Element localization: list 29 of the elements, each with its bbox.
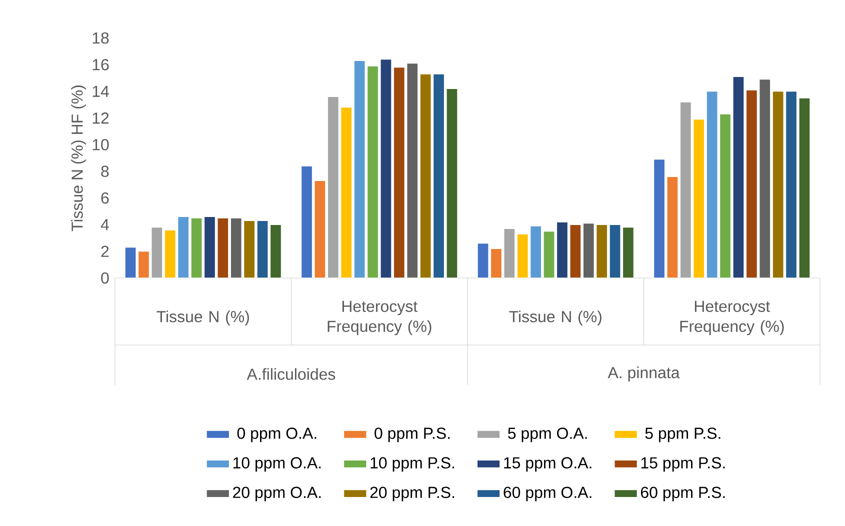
legend-label: 0 ppm P.S. <box>374 428 450 442</box>
x-tick-label: Heterocyst Frequency (%) <box>680 300 784 336</box>
text: A.filiculoides <box>246 368 336 380</box>
legend-label: 10 ppm O.A. <box>233 457 321 472</box>
y-axis-title: Tissue N (%) HF (%) <box>71 86 86 232</box>
x-tick-label: Tissue N (%) <box>156 310 249 326</box>
y-tick-label: 18 <box>92 32 109 44</box>
y-tick-label: 2 <box>101 246 109 257</box>
legend-label: 15 ppm O.A. <box>504 457 592 472</box>
legend-label: 20 ppm P.S. <box>370 486 454 502</box>
y-tick-label: 12 <box>92 112 109 124</box>
legend-label: 5 ppm P.S. <box>645 428 720 442</box>
y-tick-label: 10 <box>92 139 109 150</box>
x-tick-label: Heterocyst Frequency (%) <box>328 300 432 336</box>
legend-label: 60 ppm O.A. <box>504 486 592 502</box>
y-tick-label: 0 <box>101 272 109 284</box>
legend-label: 10 ppm P.S. <box>370 457 454 472</box>
text: A. pinnata <box>608 366 680 382</box>
y-tick-label: 8 <box>101 166 109 177</box>
y-tick-label: 14 <box>92 86 109 97</box>
legend-label: 20 ppm O.A. <box>233 486 321 502</box>
x-tick-label: Tissue N (%) <box>509 310 602 326</box>
y-tick-label: 4 <box>100 219 109 230</box>
y-tick-label: 6 <box>101 192 109 204</box>
legend-label: 60 ppm P.S. <box>640 486 725 502</box>
y-tick-label: 16 <box>92 59 109 70</box>
legend-label: 0 ppm O.A. <box>237 428 316 442</box>
legend-label: 5 ppm O.A. <box>508 428 587 442</box>
legend-label: 15 ppm P.S. <box>641 457 725 472</box>
